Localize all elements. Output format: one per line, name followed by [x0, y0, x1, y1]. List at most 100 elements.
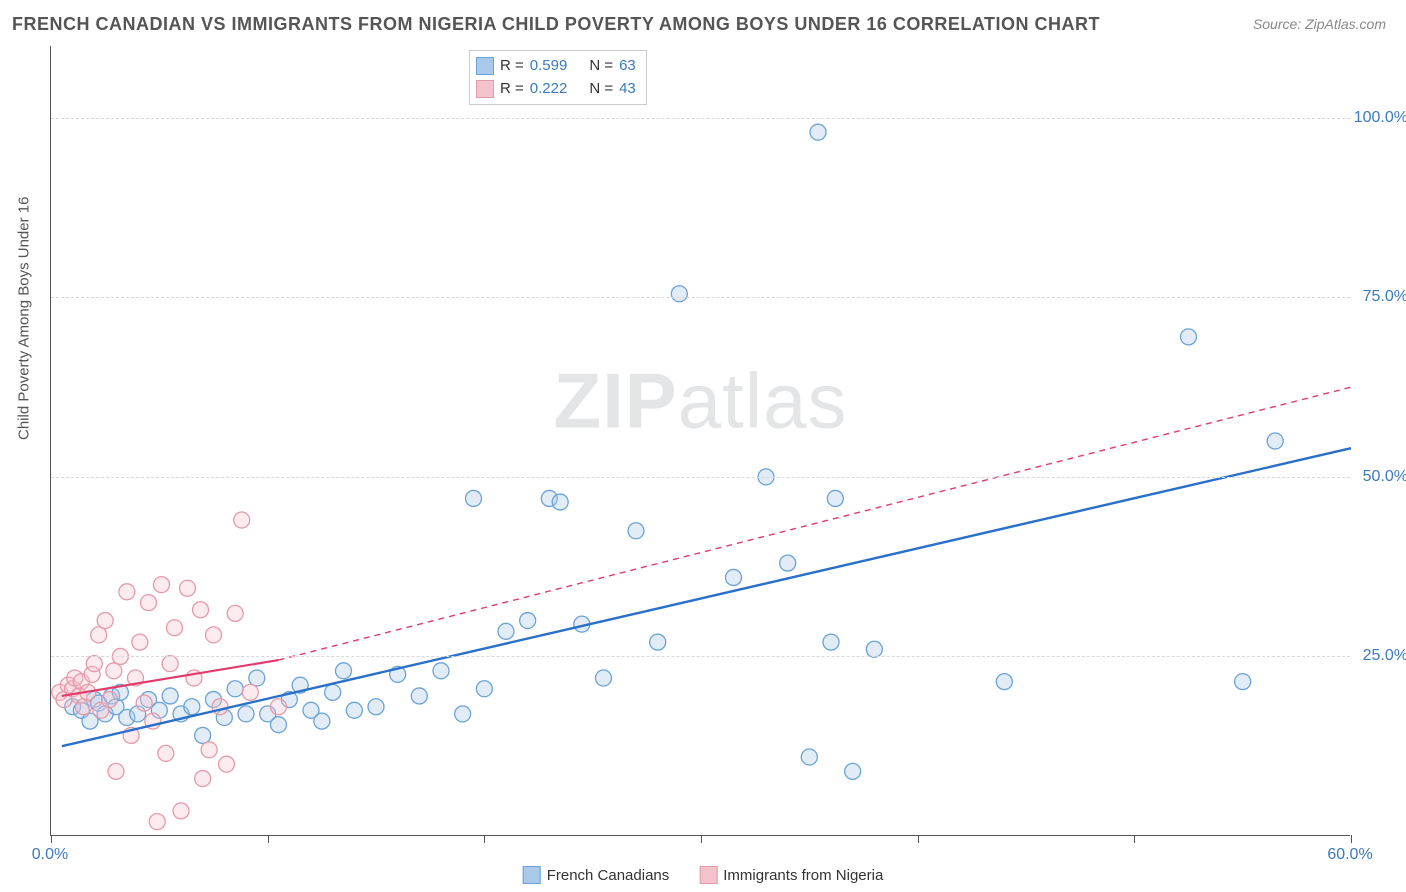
scatter-point — [201, 742, 217, 758]
scatter-point — [238, 706, 254, 722]
scatter-point — [433, 663, 449, 679]
scatter-point — [823, 634, 839, 650]
scatter-point — [336, 663, 352, 679]
scatter-point — [271, 699, 287, 715]
scatter-point — [1267, 433, 1283, 449]
scatter-point — [108, 763, 124, 779]
scatter-point — [227, 681, 243, 697]
chart-title: FRENCH CANADIAN VS IMMIGRANTS FROM NIGER… — [12, 14, 1100, 35]
scatter-point — [596, 670, 612, 686]
scatter-point — [102, 692, 118, 708]
scatter-point — [671, 286, 687, 302]
scatter-point — [141, 595, 157, 611]
scatter-point — [368, 699, 384, 715]
scatter-point — [206, 627, 222, 643]
x-tick-label: 0.0% — [32, 846, 68, 864]
scatter-point — [158, 745, 174, 761]
scatter-point — [520, 613, 536, 629]
legend-label: French Canadians — [547, 867, 670, 884]
scatter-point — [411, 688, 427, 704]
scatter-point — [136, 695, 152, 711]
bottom-legend: French Canadians Immigrants from Nigeria — [523, 866, 884, 884]
scatter-point — [162, 656, 178, 672]
x-tick — [701, 835, 702, 843]
scatter-point — [195, 727, 211, 743]
scatter-point — [827, 490, 843, 506]
scatter-point — [810, 124, 826, 140]
n-label: N = — [589, 78, 613, 101]
scatter-point — [780, 555, 796, 571]
y-tick-label: 50.0% — [1363, 468, 1406, 486]
x-tick — [268, 835, 269, 843]
gridline — [51, 477, 1350, 478]
r-value: 0.599 — [530, 55, 568, 78]
scatter-point — [173, 803, 189, 819]
scatter-point — [162, 688, 178, 704]
x-tick — [484, 835, 485, 843]
scatter-point — [628, 523, 644, 539]
scatter-point — [726, 569, 742, 585]
plot-area: ZIPatlas R =0.599N =63R =0.222N =43 25.0… — [50, 46, 1350, 836]
y-axis-label: Child Poverty Among Boys Under 16 — [16, 197, 33, 440]
scatter-point — [119, 584, 135, 600]
stats-legend-row: R = 0.222 N = 43 — [476, 78, 636, 101]
scatter-point — [154, 577, 170, 593]
scatter-point — [552, 494, 568, 510]
scatter-point — [234, 512, 250, 528]
scatter-point — [149, 814, 165, 830]
scatter-point — [249, 670, 265, 686]
scatter-point — [314, 713, 330, 729]
x-tick — [918, 835, 919, 843]
r-value: 0.222 — [530, 78, 568, 101]
gridline — [51, 118, 1350, 119]
legend-swatch — [699, 866, 717, 884]
scatter-point — [193, 602, 209, 618]
scatter-point — [325, 684, 341, 700]
x-tick — [1134, 835, 1135, 843]
gridline — [51, 297, 1350, 298]
scatter-point — [132, 634, 148, 650]
trend-line-series-1-dashed — [279, 387, 1352, 660]
scatter-point — [167, 620, 183, 636]
scatter-point — [866, 641, 882, 657]
scatter-point — [180, 580, 196, 596]
scatter-point — [346, 702, 362, 718]
legend-item: Immigrants from Nigeria — [699, 866, 883, 884]
scatter-point — [195, 771, 211, 787]
y-tick-label: 100.0% — [1354, 109, 1406, 127]
scatter-point — [845, 763, 861, 779]
scatter-point — [1235, 674, 1251, 690]
chart-svg — [51, 46, 1350, 835]
legend-swatch — [476, 80, 494, 98]
gridline — [51, 656, 1350, 657]
scatter-point — [184, 699, 200, 715]
scatter-point — [498, 623, 514, 639]
r-label: R = — [500, 78, 524, 101]
n-label: N = — [589, 55, 613, 78]
r-label: R = — [500, 55, 524, 78]
scatter-point — [476, 681, 492, 697]
scatter-point — [271, 717, 287, 733]
scatter-point — [650, 634, 666, 650]
y-tick-label: 25.0% — [1363, 647, 1406, 665]
source-label: Source: ZipAtlas.com — [1253, 16, 1386, 32]
scatter-point — [219, 756, 235, 772]
trend-line-series-0 — [62, 448, 1351, 746]
scatter-point — [242, 684, 258, 700]
legend-swatch — [476, 57, 494, 75]
y-tick-label: 75.0% — [1363, 288, 1406, 306]
scatter-point — [76, 699, 92, 715]
stats-legend-row: R = 0.599 N = 63 — [476, 55, 636, 78]
scatter-point — [106, 663, 122, 679]
scatter-point — [227, 605, 243, 621]
legend-swatch — [523, 866, 541, 884]
n-value: 43 — [619, 78, 636, 101]
legend-label: Immigrants from Nigeria — [723, 867, 883, 884]
legend-item: French Canadians — [523, 866, 670, 884]
scatter-point — [466, 490, 482, 506]
n-value: 63 — [619, 55, 636, 78]
scatter-point — [97, 613, 113, 629]
scatter-point — [801, 749, 817, 765]
stats-legend: R = 0.599 N = 63 R = 0.222 N = 43 — [469, 50, 647, 105]
scatter-point — [212, 699, 228, 715]
